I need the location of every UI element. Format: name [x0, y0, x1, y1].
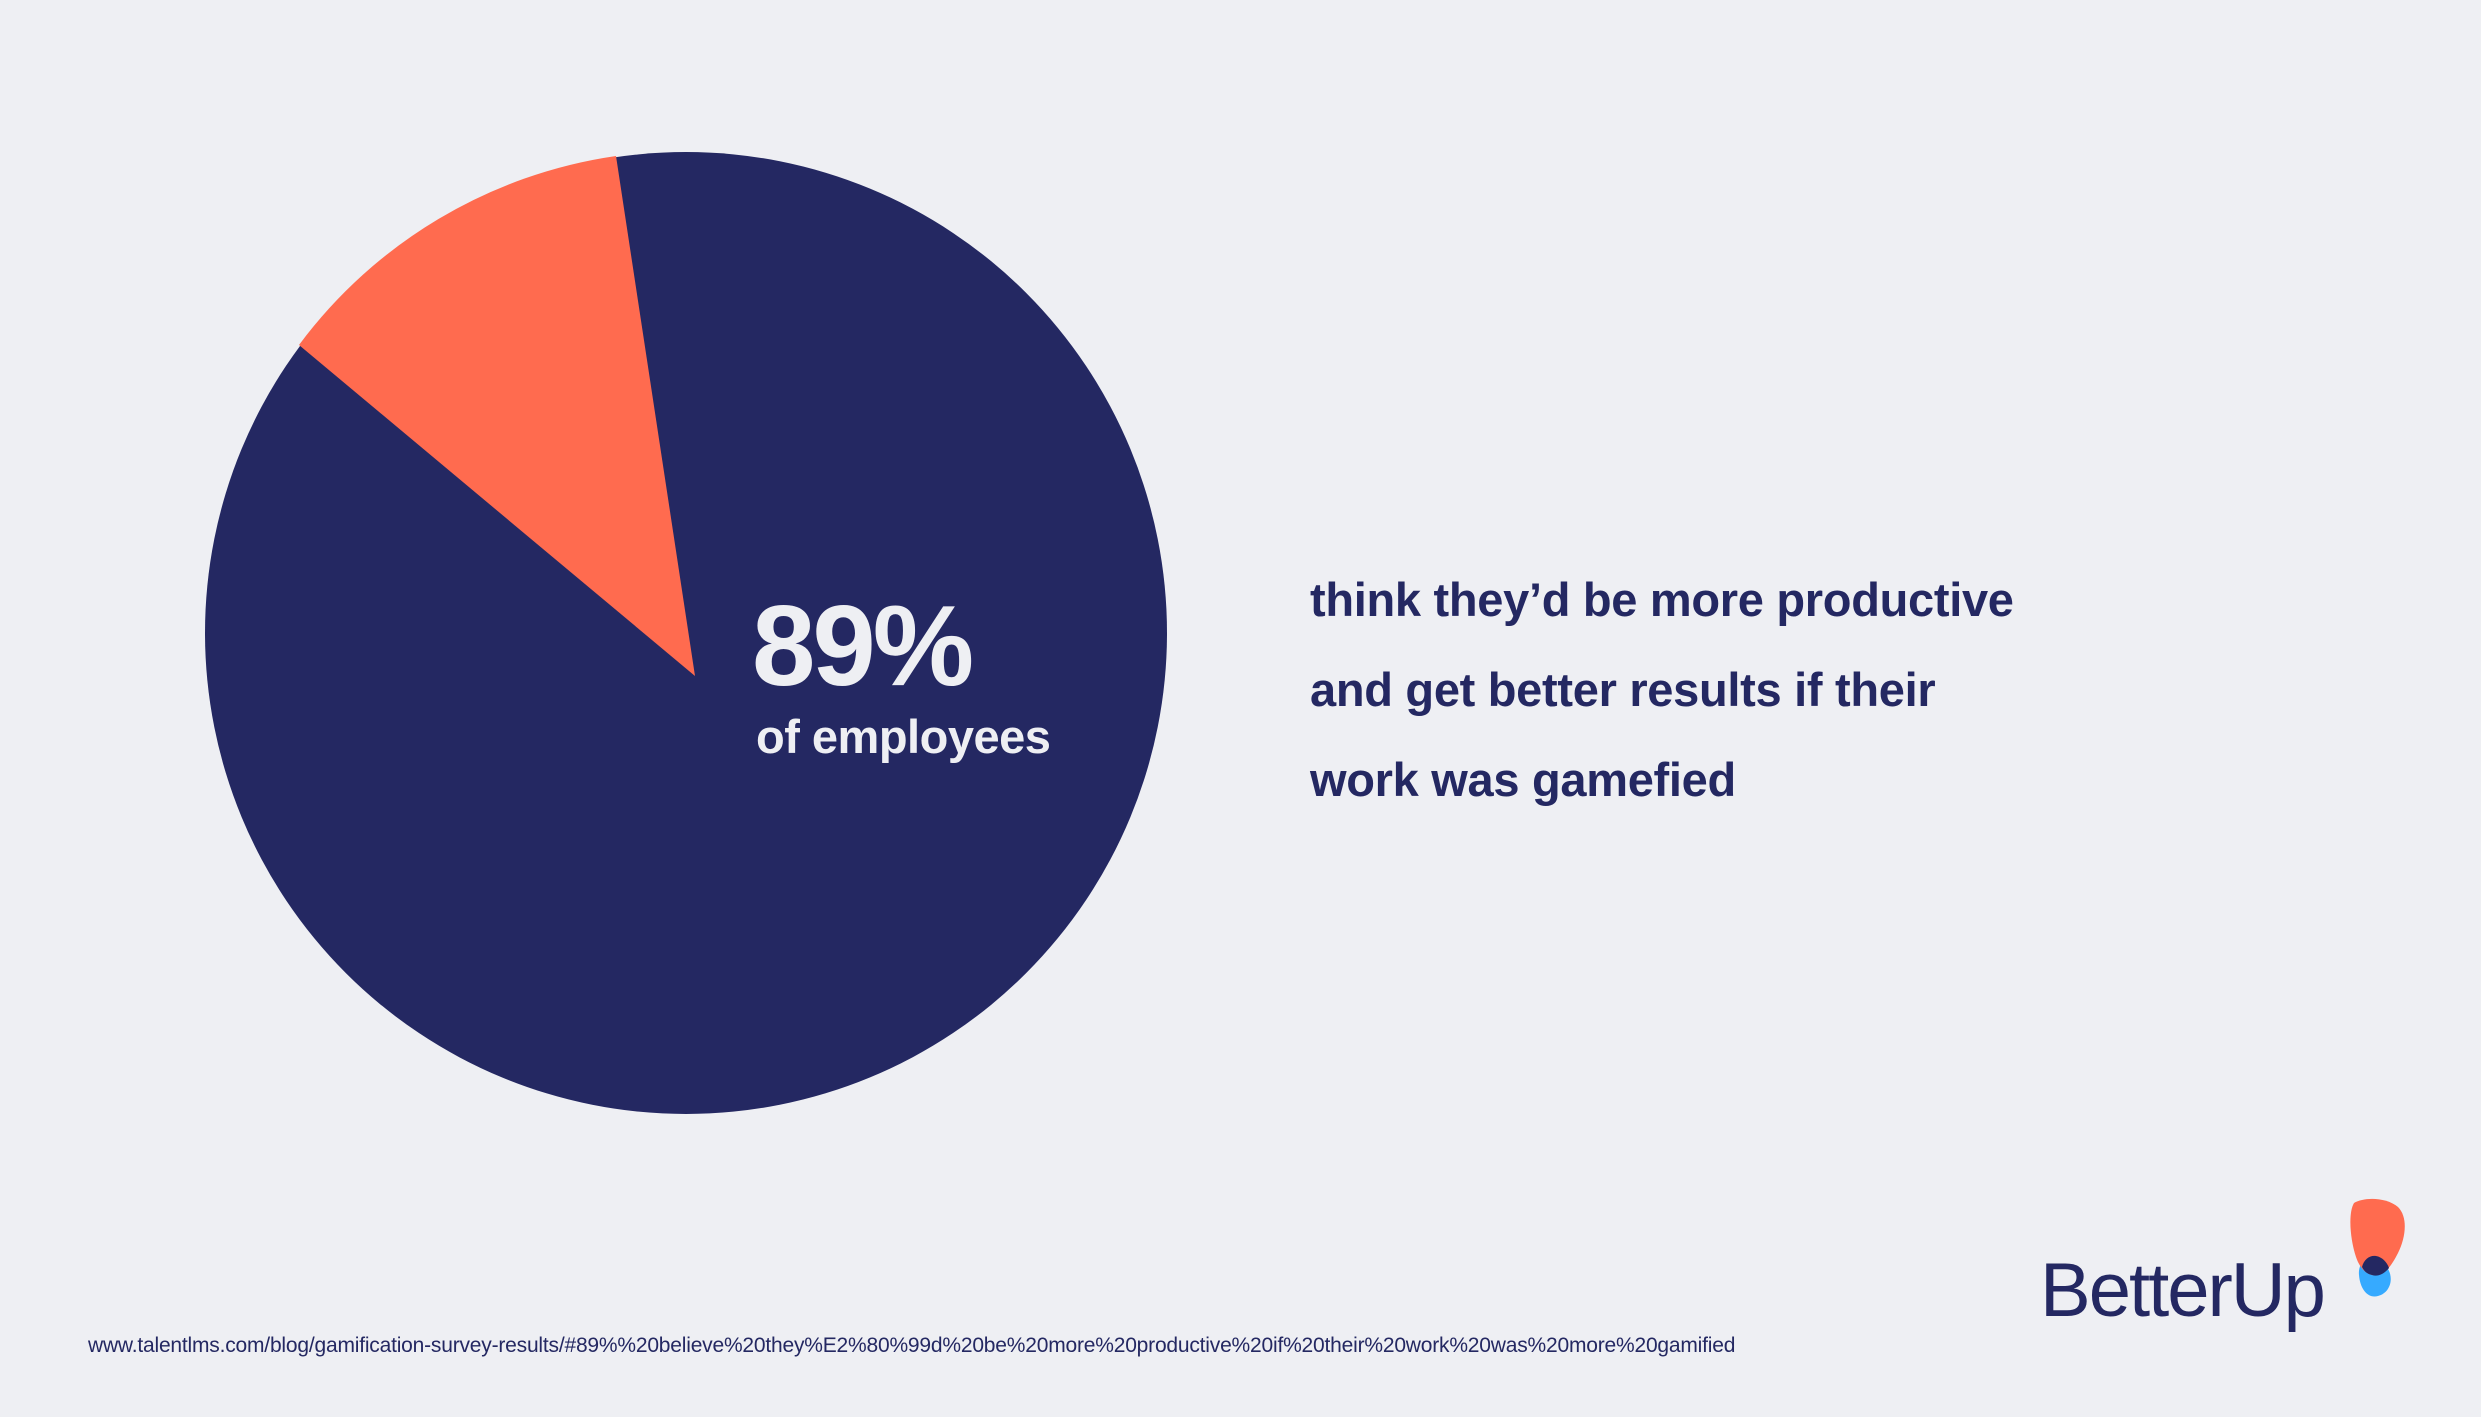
headline: think they’d be more productive and get …	[1310, 555, 2014, 825]
pie-slice-minority	[299, 156, 695, 676]
logo-blob-icon	[2350, 1198, 2405, 1297]
headline-line-2: and get better results if their	[1310, 663, 1936, 716]
source-url: www.talentlms.com/blog/gamification-surv…	[88, 1334, 1736, 1357]
headline-line-3: work was gamefied	[1310, 753, 1736, 806]
stat-percentage: 89%	[752, 583, 974, 710]
betterup-logo: BetterUp	[2040, 1195, 2420, 1345]
headline-line-1: think they’d be more productive	[1310, 573, 2014, 626]
stat-label: of employees	[756, 710, 1051, 763]
logo-wordmark: BetterUp	[2040, 1248, 2326, 1333]
